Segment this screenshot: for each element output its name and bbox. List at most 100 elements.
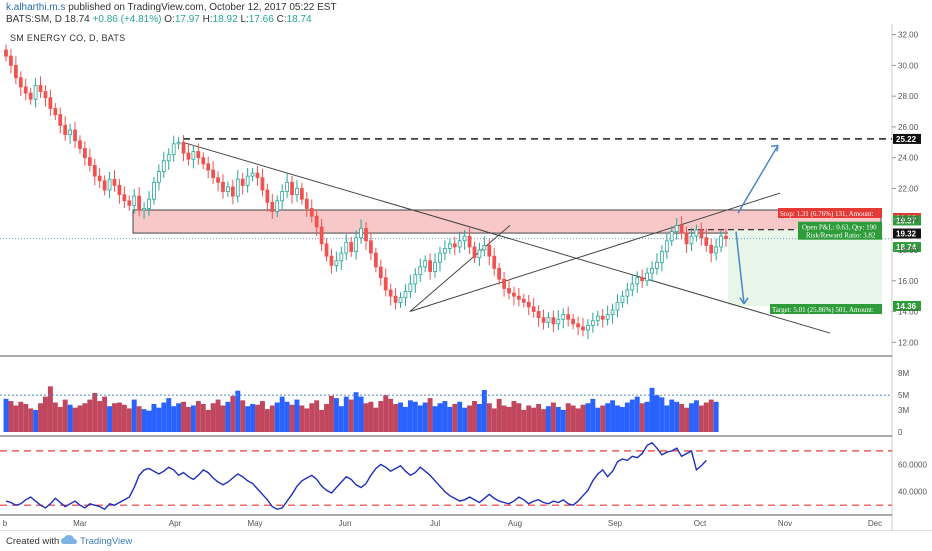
time-tick-label: Nov [778,519,792,528]
volume-bar [141,409,147,432]
candle-up [235,178,240,197]
candle-down [566,314,571,320]
volume-bar [511,401,517,432]
price-tick-label: 18.00 [898,246,919,255]
volume-bar [8,401,14,432]
volume-bar [156,407,162,432]
price-tick-label: 12.00 [898,338,919,347]
volume-bar [629,399,635,432]
candle-down [112,178,117,186]
candle-down [127,200,132,206]
candle-up [590,320,595,326]
volume-bar [684,407,690,432]
volume-bar [205,409,211,432]
candle-down [452,243,457,248]
candle-up [714,246,719,254]
candle-up [694,229,699,237]
price-chart[interactable]: Stop: 1.31 (6.76%) 131, Amount: Open P&L:… [0,0,932,530]
target-label-text: Target: 5.01 (25.86%) 501, Amount: [772,306,874,314]
candle-down [58,114,63,126]
close-label: C: [276,14,287,25]
candle-up [344,241,349,254]
candle-down [102,180,107,191]
upside-arrow [737,145,779,214]
candle-up [610,309,615,316]
volume-bar [674,401,680,432]
volume-bar [368,401,374,432]
volume-bar [166,398,172,432]
volume-bar [501,405,507,432]
volume-bar [200,404,206,432]
volume-bar [447,406,453,432]
volume-bar [476,404,482,432]
volume-bar [452,404,458,432]
volume-bar [649,387,655,432]
candle-down [309,208,314,217]
price-tick-label: 32.00 [898,31,919,40]
volume-bar [215,399,221,432]
volume-bar [689,403,694,432]
volume-bar [264,409,270,432]
volume-bar [136,406,142,432]
candle-down [704,237,709,246]
volume-bar [255,404,260,432]
candle-down [9,55,13,66]
footer: Created with TradingView [0,530,932,551]
candle-up [605,314,610,320]
candle-up [403,291,408,299]
candle-up [413,274,418,285]
last-price: 18.74 [64,14,90,25]
volume-bar [491,408,497,432]
stop-label-box [778,208,882,218]
candle-down [571,318,576,325]
price-tick-label: 20.00 [898,215,919,224]
candle-down [300,188,304,200]
candle-down [492,255,497,269]
candle-down [467,235,472,248]
volume-bar [42,396,48,432]
low-label: L: [240,14,249,25]
volume-bar [550,402,556,432]
time-tick-label: Aug [508,519,522,528]
candle-down [526,301,531,308]
rsi-tick-label: 40.0000 [898,488,927,497]
candle-down [640,277,645,282]
price-tag-label: 14.36 [896,302,917,311]
time-tick-label: Mar [73,519,87,528]
volume-bar [555,406,561,432]
candle-down [576,323,580,328]
candle-down [393,295,398,303]
candle-down [502,278,506,289]
rsi-tick-label: 60.0000 [898,460,927,469]
candle-down [186,152,191,160]
upside-arrow-head [770,144,779,152]
candle-down [63,124,68,136]
tradingview-brand[interactable]: TradingView [80,536,133,547]
candle-down [329,255,334,266]
volume-bar [3,398,9,432]
author-link[interactable]: k.alharthi.m.s [6,2,66,13]
volume-bar [565,403,571,432]
volume-bar [210,403,216,432]
volume-bar [546,406,551,432]
candle-up [398,297,403,303]
symbol-label: BATS:SM, D [6,14,62,25]
wedge-left-line [409,225,511,312]
low-value: 17.66 [248,14,274,25]
price-tag-label: 19.37 [896,216,917,225]
price-tick-label: 16.00 [898,277,919,286]
volume-bar [186,406,191,432]
candle-up [280,191,285,202]
candle-down [87,157,92,166]
candle-down [724,235,728,240]
candle-down [551,317,556,325]
volume-bar [67,404,73,432]
candle-down [369,240,373,254]
candle-up [664,240,669,252]
volume-bar [624,402,630,432]
candle-up [660,251,664,263]
volume-bar [442,401,448,432]
volume-bar [333,398,339,432]
volume-bar [393,404,399,432]
volume-bar [52,402,58,432]
